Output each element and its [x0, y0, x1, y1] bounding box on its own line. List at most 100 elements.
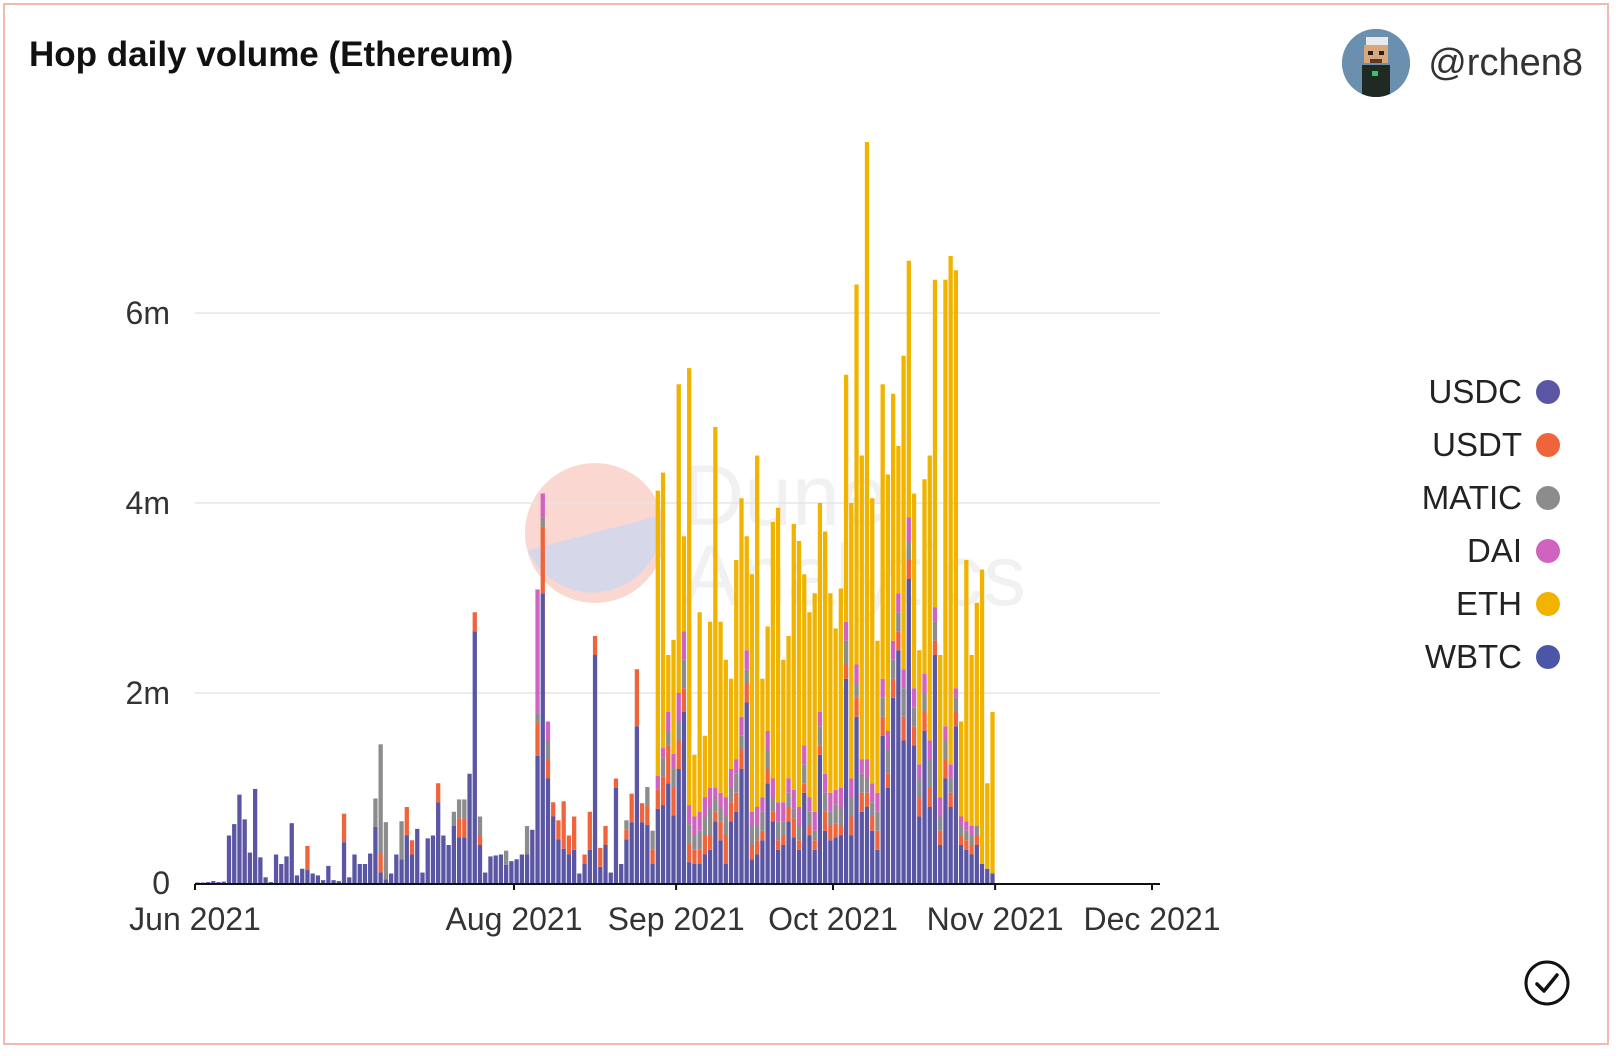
bar-eth[interactable] — [671, 639, 676, 754]
bar-dai[interactable] — [938, 797, 943, 817]
bar-usdc[interactable] — [436, 802, 441, 883]
bar-matic[interactable] — [676, 721, 681, 741]
bar-matic[interactable] — [854, 683, 859, 698]
bar-usdc[interactable] — [979, 864, 985, 883]
bar-usdc[interactable] — [331, 880, 336, 883]
bar-usdc[interactable] — [477, 845, 483, 883]
bar-eth[interactable] — [734, 560, 739, 760]
bar-usdt[interactable] — [592, 636, 598, 655]
bar-matic[interactable] — [896, 612, 901, 632]
bar-eth[interactable] — [807, 612, 812, 798]
bar-usdt[interactable] — [770, 811, 776, 822]
bar-dai[interactable] — [723, 797, 728, 817]
bar-usdc[interactable] — [566, 854, 572, 884]
bar-usdt[interactable] — [943, 759, 948, 779]
bar-usdt[interactable] — [932, 640, 938, 655]
bar-usdc[interactable] — [404, 835, 409, 884]
bar-usdt[interactable] — [456, 818, 462, 838]
bar-usdc[interactable] — [514, 859, 519, 883]
bar-eth[interactable] — [812, 593, 817, 812]
bar-usdc[interactable] — [702, 854, 708, 884]
bar-usdc[interactable] — [232, 824, 237, 883]
bar-usdc[interactable] — [734, 811, 739, 883]
bar-usdc[interactable] — [284, 856, 289, 883]
bar-eth[interactable] — [917, 650, 922, 765]
bar-matic[interactable] — [723, 816, 728, 836]
bar-eth[interactable] — [796, 541, 802, 807]
bar-usdc[interactable] — [211, 881, 216, 883]
bar-usdt[interactable] — [561, 801, 566, 849]
bar-matic[interactable] — [687, 824, 692, 844]
bar-usdc[interactable] — [326, 865, 331, 883]
bar-matic[interactable] — [666, 731, 671, 746]
bar-matic[interactable] — [859, 773, 864, 793]
bar-usdc[interactable] — [195, 882, 200, 884]
bar-usdt[interactable] — [744, 683, 749, 703]
bar-eth[interactable] — [718, 621, 723, 793]
bar-usdt[interactable] — [566, 835, 572, 855]
bar-usdc[interactable] — [619, 864, 624, 883]
bar-usdc[interactable] — [639, 822, 645, 883]
bar-usdc[interactable] — [289, 823, 294, 883]
bar-eth[interactable] — [828, 593, 833, 793]
bar-matic[interactable] — [760, 811, 765, 831]
bar-usdc[interactable] — [535, 755, 540, 883]
bar-matic[interactable] — [828, 811, 833, 826]
bar-usdc[interactable] — [823, 830, 828, 883]
bar-matic[interactable] — [786, 792, 791, 807]
bar-matic[interactable] — [540, 517, 545, 527]
bar-usdt[interactable] — [723, 835, 728, 865]
bar-dai[interactable] — [781, 802, 786, 822]
bar-eth[interactable] — [707, 621, 713, 788]
legend-item-usdc[interactable]: USDC — [1422, 365, 1560, 418]
bar-matic[interactable] — [775, 821, 781, 841]
bar-dai[interactable] — [807, 797, 812, 812]
bar-usdt[interactable] — [974, 835, 979, 846]
bar-usdt[interactable] — [948, 792, 953, 807]
bar-matic[interactable] — [917, 778, 922, 798]
bar-usdc[interactable] — [258, 857, 263, 883]
bar-usdt[interactable] — [582, 854, 587, 865]
bar-usdc[interactable] — [582, 864, 587, 883]
bar-eth[interactable] — [765, 626, 770, 732]
bar-matic[interactable] — [671, 768, 676, 788]
bar-matic[interactable] — [504, 850, 509, 865]
bar-usdc[interactable] — [744, 702, 749, 884]
bar-matic[interactable] — [755, 826, 760, 841]
bar-matic[interactable] — [938, 816, 943, 831]
bar-usdt[interactable] — [911, 726, 917, 746]
bar-usdc[interactable] — [786, 821, 791, 883]
bar-usdt[interactable] — [891, 678, 896, 698]
bar-usdt[interactable] — [551, 802, 556, 817]
bar-matic[interactable] — [906, 541, 911, 560]
bar-usdc[interactable] — [692, 864, 697, 883]
bar-dai[interactable] — [739, 716, 744, 736]
bar-dai[interactable] — [718, 792, 723, 807]
bar-usdt[interactable] — [572, 816, 577, 850]
bar-dai[interactable] — [687, 805, 692, 825]
bar-dai[interactable] — [749, 811, 755, 826]
bar-matic[interactable] — [734, 773, 739, 793]
bar-usdt[interactable] — [901, 716, 906, 741]
bar-eth[interactable] — [838, 588, 843, 789]
bar-usdt[interactable] — [629, 793, 634, 823]
bar-dai[interactable] — [828, 792, 833, 812]
bar-usdt[interactable] — [545, 759, 551, 779]
bar-usdc[interactable] — [572, 849, 577, 883]
bar-usdc[interactable] — [320, 880, 326, 883]
bar-usdc[interactable] — [864, 807, 870, 883]
bar-matic[interactable] — [650, 830, 655, 850]
bar-usdc[interactable] — [697, 864, 702, 883]
bar-eth[interactable] — [948, 256, 953, 765]
bar-dai[interactable] — [864, 759, 870, 779]
bar-usdt[interactable] — [786, 807, 791, 822]
bar-usdc[interactable] — [964, 849, 969, 883]
bar-usdt[interactable] — [702, 835, 708, 855]
bar-usdt[interactable] — [964, 840, 969, 850]
bar-dai[interactable] — [948, 764, 953, 779]
bar-dai[interactable] — [775, 802, 781, 822]
bar-usdt[interactable] — [666, 745, 671, 784]
legend-item-wbtc[interactable]: WBTC — [1422, 630, 1560, 683]
bar-matic[interactable] — [681, 659, 687, 689]
bar-dai[interactable] — [870, 783, 875, 803]
